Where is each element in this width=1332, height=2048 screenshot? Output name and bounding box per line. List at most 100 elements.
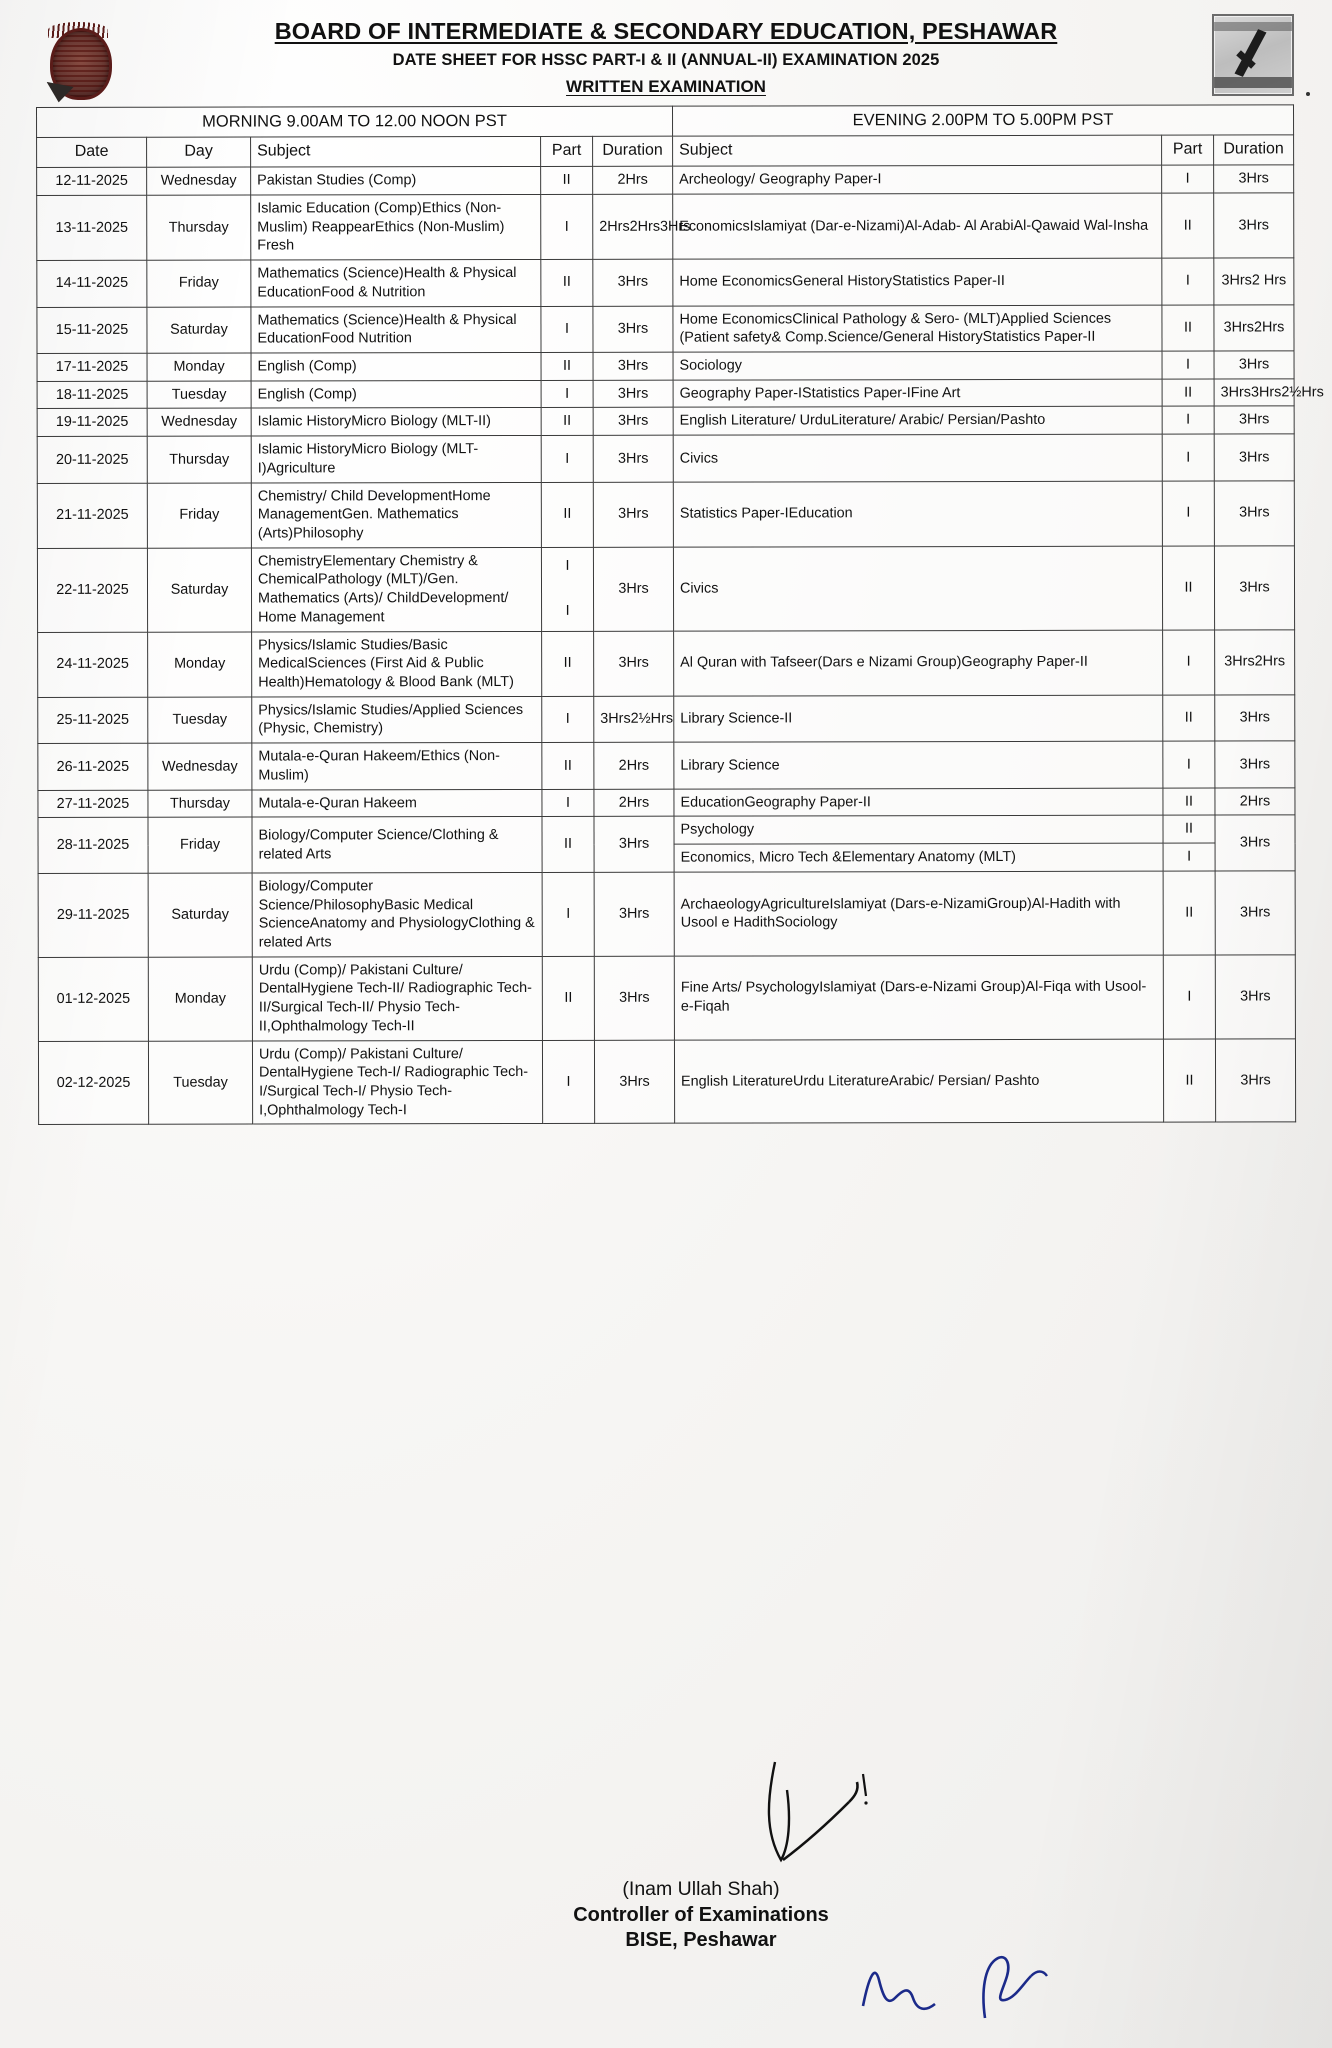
cell-line: Pashto <box>1000 412 1046 429</box>
cell-duration-morning: 3Hrs <box>593 379 674 408</box>
table-row: 02-12-2025 Tuesday Urdu (Comp)/ Pakistani … <box>38 1038 1296 1125</box>
cell-line: 3Hrs <box>1224 653 1255 670</box>
cell-line: 2½Hrs <box>1281 384 1324 401</box>
cell-line: 3Hrs <box>617 385 649 402</box>
cell-line: Elementary Anatomy (MLT) <box>841 849 1016 866</box>
cell-subject-evening: ArchaeologyAgricultureIslamiyat (Dars-e-… <box>674 870 1164 956</box>
cell-line: 3Hrs <box>619 989 650 1006</box>
cell-part-evening: I <box>1161 165 1214 194</box>
cell-subject-evening: Al Quran with Tafseer(Dars e Nizami Grou… <box>673 629 1163 696</box>
cell-date: 22-11-2025 <box>37 548 148 633</box>
cell-line: Ophthalmology Tech-I <box>267 1101 407 1119</box>
cell-line: Physics/Islamic Studies/ <box>258 701 413 719</box>
cell-line: 3Hrs <box>1238 170 1269 187</box>
cell-duration-morning: 3Hrs2½Hrs <box>593 695 674 743</box>
cell-subject-evening: Library Science <box>673 741 1163 789</box>
cell-line: 2Hrs <box>618 757 650 774</box>
cell-line: Clinical Pathology & Sero- (MLT) <box>792 310 1001 327</box>
cell-line: Sociology <box>775 914 838 931</box>
cell-day: Thursday <box>146 195 251 261</box>
table-row: 22-11-2025 Saturday ChemistryElementary Ch… <box>37 545 1295 633</box>
morning-session-header: MORNING 9.00AM TO 12.00 NOON PST <box>36 106 673 138</box>
cell-line: Statistics Paper-I <box>801 384 911 402</box>
cell-part-evening: I <box>1162 434 1215 481</box>
cell-subject-evening: Archeology/ Geography Paper-I <box>672 165 1162 195</box>
cell-line: Islamic History <box>257 441 352 458</box>
cell-part-evening: II <box>1161 192 1214 259</box>
cell-part-evening: I <box>1162 406 1215 435</box>
cell-part-morning: II <box>541 742 594 790</box>
cell-part-evening: I <box>1162 741 1215 788</box>
cell-subject-morning: Islamic HistoryMicro Biology (MLT-II) <box>251 407 542 437</box>
cell-subject-evening: EconomicsIslamiyat (Dar-e-Nizami)Al-Adab… <box>672 193 1162 260</box>
cell-part-evening: II <box>1162 815 1216 844</box>
cell-line: 2Hrs <box>629 218 661 235</box>
cell-line: Islamiyat (Dar-e-Nizami) <box>749 217 905 235</box>
cell-line: Home Economics <box>679 273 793 291</box>
cell-line: General History <box>792 273 893 290</box>
table-row: 13-11-2025 Thursday Islamic Education (Com… <box>36 192 1294 261</box>
cell-subject-evening: Sociology <box>673 351 1163 380</box>
cell-part-morning: II <box>541 352 594 381</box>
cell-line: 3Hrs <box>1239 504 1270 521</box>
cell-line: 3Hrs <box>617 320 649 337</box>
cell-part-evening: II <box>1163 1038 1216 1123</box>
cell-line: Philosophy <box>293 525 364 542</box>
cell-line: 2 Hrs <box>1251 272 1287 289</box>
cell-line: Fine Art <box>910 384 961 401</box>
cell-line: 3Hrs <box>1221 272 1252 289</box>
cell-line: Geography Paper-I <box>679 385 803 402</box>
cell-part-morning: II <box>540 259 593 306</box>
cell-duration-evening: 3Hrs3Hrs2½Hrs <box>1214 378 1324 407</box>
col-subject-morning: Subject <box>250 136 541 168</box>
cell-subject-evening: English LiteratureUrdu LiteratureArabic/… <box>674 1038 1164 1124</box>
cell-day: Thursday <box>147 436 252 483</box>
cell-duration-morning: 2Hrs2Hrs3Hrs <box>592 194 690 260</box>
cell-line: 2Hrs <box>618 794 650 811</box>
cell-subject-evening: Home EconomicsClinical Pathology & Sero-… <box>672 304 1163 353</box>
cell-line: Islamic Education (Comp) <box>257 200 422 217</box>
cell-duration-morning: 3Hrs <box>593 407 674 436</box>
cell-date: 02-12-2025 <box>38 1040 149 1125</box>
cell-line: Library Science-II <box>680 710 793 727</box>
cell-line: English Literature <box>681 1073 794 1090</box>
cell-line: Arabic/ Persian/ Pashto <box>889 1072 1040 1089</box>
cell-part-evening: II <box>1162 545 1215 630</box>
cell-line: 3Hrs <box>1223 319 1254 336</box>
cell-date: 26-11-2025 <box>37 743 148 791</box>
cell-duration-morning: 2Hrs <box>593 788 674 817</box>
date-sheet-body: MORNING 9.00AM TO 12.00 NOON PST EVENING … <box>36 104 1324 1125</box>
cell-subject-morning: Mathematics (Science)Health & Physical E… <box>250 305 542 354</box>
signature-block: (Inam Ullah Shah) Controller of Examinat… <box>0 1878 1332 1952</box>
cell-line: Food Nutrition <box>321 330 412 347</box>
evening-session-header: EVENING 2.00PM TO 5.00PM PST <box>672 104 1294 137</box>
cell-duration-morning: 3Hrs <box>593 481 674 548</box>
cell-date: 14-11-2025 <box>36 260 147 308</box>
table-row: 26-11-2025 Wednesday Mutala-e-Quran Hakeem… <box>37 741 1295 791</box>
cell-day: Wednesday <box>147 408 252 437</box>
cell-duration-evening: 3Hrs <box>1215 1038 1296 1123</box>
cell-part-morning: I <box>540 194 593 260</box>
cell-part-evening: II <box>1162 378 1215 407</box>
cell-day: Monday <box>147 631 252 698</box>
document-header: BOARD OF INTERMEDIATE & SECONDARY EDUCAT… <box>0 18 1332 97</box>
cell-subject-morning: Mathematics (Science)Health & Physical E… <box>250 259 541 307</box>
date-sheet-table-wrapper: MORNING 9.00AM TO 12.00 NOON PST EVENING … <box>36 104 1324 1126</box>
cell-line: 3Hrs <box>1238 411 1270 428</box>
cell-line: 2Hrs <box>1253 319 1285 336</box>
cell-line: Education <box>680 794 745 811</box>
cell-subject-morning: Pakistan Studies (Comp) <box>250 166 541 196</box>
cell-line: 3Hrs <box>1239 709 1270 726</box>
cell-line: English (Comp) <box>257 358 357 375</box>
table-row: 25-11-2025 Tuesday Physics/Islamic Studies… <box>37 694 1295 744</box>
cell-part-evening: II <box>1162 787 1215 816</box>
cell-date: 13-11-2025 <box>36 195 147 261</box>
cell-day: Tuesday <box>147 380 252 409</box>
cell-subject-morning: Biology/Computer Science/PhilosophyBasic… <box>252 872 543 957</box>
cell-date: 01-12-2025 <box>38 956 149 1042</box>
cell-day: Thursday <box>147 789 252 818</box>
cell-line: 3Hrs <box>618 506 649 523</box>
cell-part-evening: II <box>1162 694 1215 742</box>
cell-line: 3Hrs <box>617 357 649 374</box>
